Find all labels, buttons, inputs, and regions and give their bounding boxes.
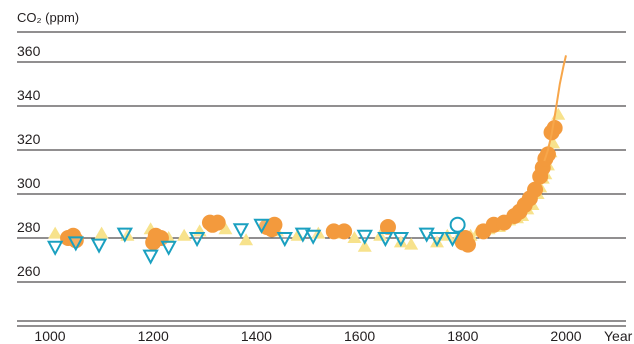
data-point-triangle-down: [418, 227, 435, 243]
data-point-triangle-down: [444, 232, 461, 248]
data-point-triangle-down: [90, 238, 108, 254]
data-point-triangle-up: [357, 239, 372, 252]
y-tick-label: 280: [17, 219, 41, 235]
y-tick-label: 320: [17, 131, 41, 147]
data-point-triangle-down: [160, 240, 177, 256]
data-point-triangle-up: [48, 226, 63, 239]
data-point-circle: [546, 120, 563, 136]
data-point-triangle-up: [393, 235, 408, 248]
x-tick-label: 1400: [241, 328, 272, 344]
x-tick-label: 1800: [447, 328, 478, 344]
data-point-triangle-down: [276, 232, 293, 248]
data-point-open-circle: [449, 216, 466, 233]
data-point-triangle-down: [356, 229, 373, 245]
data-point-triangle-down: [116, 227, 133, 243]
data-point-triangle-up: [218, 222, 233, 235]
data-point-circle: [209, 214, 226, 231]
x-axis-title: Year: [604, 328, 633, 344]
y-axis-title: CO₂ (ppm): [17, 10, 79, 25]
data-point-triangle-up: [551, 107, 566, 120]
x-tick-label: 1000: [34, 328, 65, 344]
y-tick-label: 360: [17, 43, 41, 59]
x-tick-label: 1600: [344, 328, 375, 344]
data-point-circle: [336, 223, 353, 240]
data-point-triangle-down: [232, 223, 250, 239]
data-point-triangle-down: [142, 249, 159, 265]
data-point-circle: [266, 216, 283, 233]
data-point-triangle-up: [239, 233, 254, 246]
y-tick-label: 300: [17, 175, 41, 191]
data-point-circle: [527, 181, 544, 198]
data-point-circle: [539, 146, 556, 163]
data-point-triangle-down: [392, 232, 410, 248]
modern-measurements: [543, 55, 567, 162]
x-tick-labels: 1000 1200 1400 1600 1800 2000: [34, 328, 581, 344]
data-point-triangle-up: [430, 235, 444, 248]
x-tick-label: 1200: [138, 328, 169, 344]
x-tick-label: 2000: [550, 328, 581, 344]
modern-measurement-line: [543, 55, 567, 162]
data-point-triangle-up: [347, 231, 362, 243]
data-point-circle: [459, 236, 476, 253]
y-tick-labels: 260 280 300 320 340 360: [17, 43, 41, 279]
y-tick-label: 340: [17, 87, 41, 103]
data-point-circle: [379, 219, 396, 235]
data-point-triangle-down: [46, 240, 64, 256]
data-points: [46, 107, 566, 265]
data-point-triangle-up: [404, 237, 419, 250]
data-point-triangle-up: [177, 228, 192, 241]
grid-lines: [17, 31, 626, 327]
data-point-triangle-down: [253, 218, 270, 234]
data-point-triangle-down: [377, 232, 394, 248]
data-point-triangle-down: [67, 236, 84, 252]
data-point-circle: [67, 232, 84, 249]
data-point-triangle-down: [428, 232, 446, 248]
y-tick-label: 260: [17, 263, 41, 279]
data-point-triangle-up: [94, 226, 109, 239]
data-point-triangle-down: [304, 229, 322, 245]
data-point-triangle-down: [188, 232, 206, 248]
